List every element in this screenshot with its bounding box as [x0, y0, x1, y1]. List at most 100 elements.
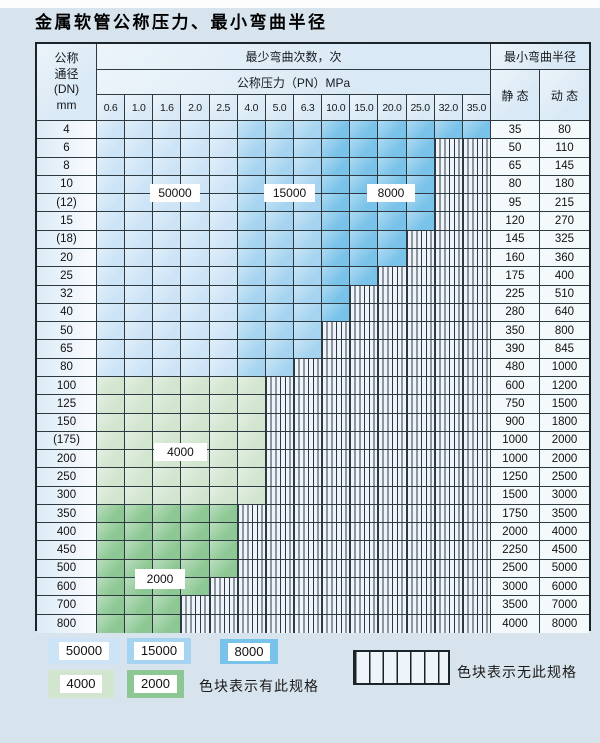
spec-cell: [153, 121, 182, 140]
spec-cell: [181, 212, 210, 231]
no-spec-cell: [378, 322, 407, 341]
spec-cell: [209, 157, 238, 176]
no-spec-cell: [406, 230, 435, 249]
no-spec-cell: [462, 139, 491, 158]
spec-cell: [350, 267, 379, 286]
spec-cell: [265, 121, 294, 140]
spec-cell: [97, 121, 126, 140]
no-spec-cell: [406, 541, 435, 560]
spec-cell: [153, 139, 182, 158]
table-row: 25 175 400: [37, 267, 589, 286]
no-spec-cell: [462, 322, 491, 341]
spec-cell: [293, 322, 323, 341]
table-row: 20 160 360: [37, 248, 589, 268]
table-row: (175) 1000 2000: [37, 431, 589, 451]
no-spec-cell: [462, 596, 491, 615]
spec-cell: [293, 267, 323, 286]
no-spec-cell: [462, 468, 491, 487]
no-spec-cell: [265, 504, 294, 524]
pressure-tick: 20.0: [378, 95, 407, 121]
no-spec-cell: [406, 340, 435, 359]
no-spec-cell: [434, 175, 463, 195]
dynamic-value: 800: [539, 322, 589, 341]
spec-cell: [237, 431, 266, 451]
table-row: 600 3000 6000: [37, 578, 589, 597]
spec-cell: [265, 267, 294, 286]
spec-cell: [237, 376, 266, 396]
static-value: 175: [490, 267, 540, 286]
spec-cell: [209, 468, 238, 487]
no-spec-cell: [406, 413, 435, 432]
no-spec-cell: [237, 504, 266, 524]
no-spec-cell: [462, 157, 491, 176]
spec-cell: [125, 322, 154, 341]
spec-cell: [153, 413, 182, 432]
pressure-tick: 10.0: [322, 95, 351, 121]
no-spec-cell: [462, 559, 491, 579]
dn-cell: 700: [37, 596, 97, 615]
static-value: 2250: [490, 541, 540, 560]
spec-cell: [237, 194, 266, 213]
dynamic-value: 1800: [539, 413, 589, 432]
spec-cell: [237, 468, 266, 487]
no-spec-cell: [462, 230, 491, 249]
no-spec-cell: [462, 340, 491, 359]
static-header: 静 态: [490, 70, 540, 121]
no-spec-cell: [434, 139, 463, 158]
label-15000: 15000: [264, 184, 315, 202]
spec-cell: [406, 139, 435, 158]
spec-cell: [125, 450, 154, 469]
static-value: 50: [490, 139, 540, 158]
spec-cell: [125, 139, 154, 158]
static-value: 2500: [490, 559, 540, 579]
no-spec-cell: [406, 450, 435, 469]
no-spec-cell: [462, 395, 491, 414]
no-spec-cell: [293, 578, 323, 597]
static-value: 80: [490, 175, 540, 195]
pressure-tick: 32.0: [434, 95, 463, 121]
no-spec-cell: [462, 523, 491, 542]
no-spec-cell: [350, 468, 379, 487]
dynamic-value: 1200: [539, 376, 589, 396]
spec-cell: [125, 285, 154, 304]
pressure-tick: 25.0: [406, 95, 435, 121]
spec-cell: [237, 413, 266, 432]
label-4000: 4000: [154, 443, 207, 461]
no-spec-cell: [434, 559, 463, 579]
legend-swatch-15000: 15000: [127, 638, 191, 664]
no-spec-cell: [434, 267, 463, 286]
spec-cell: [350, 230, 379, 249]
table-row: (12) 95 215: [37, 194, 589, 213]
no-spec-cell: [350, 322, 379, 341]
spec-cell: [406, 157, 435, 176]
spec-cell: [153, 248, 182, 268]
no-spec-cell: [378, 303, 407, 323]
dynamic-value: 3000: [539, 486, 589, 505]
spec-cell: [181, 285, 210, 304]
no-spec-cell: [462, 358, 491, 377]
table-row: 400 2000 4000: [37, 523, 589, 542]
spec-cell: [153, 157, 182, 176]
no-spec-cell: [378, 395, 407, 414]
spec-cell: [237, 285, 266, 304]
spec-cell: [125, 413, 154, 432]
no-spec-cell: [293, 523, 323, 542]
no-spec-cell: [322, 486, 351, 505]
spec-cell: [181, 413, 210, 432]
dynamic-value: 845: [539, 340, 589, 359]
dn-cell: 32: [37, 285, 97, 304]
spec-cell: [209, 395, 238, 414]
no-spec-cell: [350, 523, 379, 542]
no-spec-cell: [406, 322, 435, 341]
static-value: 350: [490, 322, 540, 341]
spec-cell: [97, 504, 126, 524]
spec-cell: [209, 139, 238, 158]
no-spec-cell: [462, 578, 491, 597]
static-value: 1000: [490, 450, 540, 469]
no-spec-cell: [434, 614, 463, 633]
no-spec-cell: [434, 194, 463, 213]
dn-cell: 40: [37, 303, 97, 323]
spec-cell: [125, 248, 154, 268]
dn-cell: 200: [37, 450, 97, 469]
dn-header: 公称 通径 (DN) mm: [37, 44, 97, 121]
